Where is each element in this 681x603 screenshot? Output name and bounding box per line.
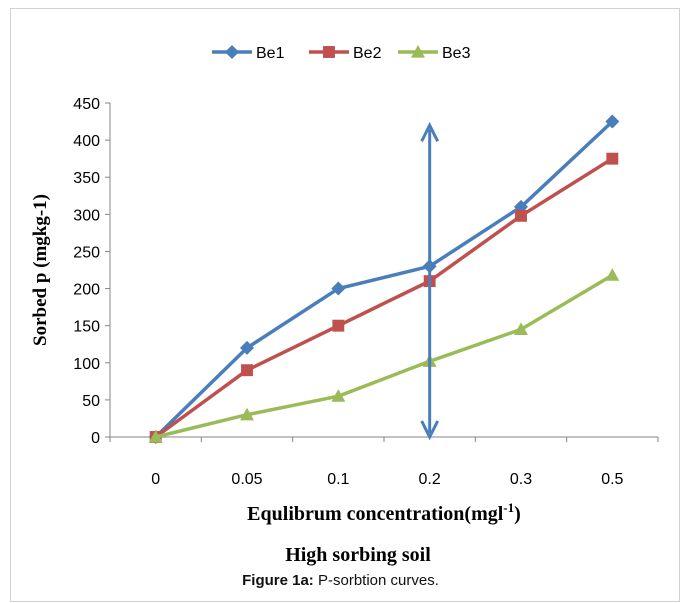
series-group	[148, 114, 620, 444]
y-tick-label: 150	[73, 319, 100, 336]
y-tick-label: 0	[91, 430, 100, 447]
triangle-marker	[331, 389, 346, 402]
annotation-arrow	[420, 121, 440, 441]
x-tick-label: 0.3	[510, 471, 532, 488]
y-axis-label: Sorbed p (mgkg-1)	[30, 194, 51, 346]
series-line	[154, 120, 614, 439]
y-tick-label: 450	[73, 96, 100, 113]
legend-label: Be2	[353, 45, 382, 62]
triangle-marker	[514, 322, 528, 335]
square-marker	[332, 319, 345, 332]
x-tick-label: 0.5	[601, 471, 623, 488]
legend-label: Be3	[442, 45, 471, 62]
x-axis-label: Equlibrum concentration(mgl-1)	[247, 500, 521, 525]
square-marker	[323, 46, 335, 58]
legend: Be1 Be2 Be3	[212, 45, 471, 62]
square-marker	[606, 152, 619, 165]
y-tick-label: 350	[73, 170, 100, 187]
x-tick-label: 0.05	[231, 471, 262, 488]
x-axis-label-main: Equlibrum concentration(mgl	[247, 503, 504, 525]
diamond-marker	[225, 45, 239, 59]
x-axis-label-tail: )	[514, 503, 521, 525]
series-line	[154, 157, 614, 439]
x-tick-label: 0.1	[327, 471, 349, 488]
y-tick-label: 250	[73, 244, 100, 261]
diamond-marker	[331, 281, 346, 296]
chart-subtitle: High sorbing soil	[285, 544, 431, 566]
legend-label: Be1	[256, 45, 285, 62]
arrow-head-bottom	[420, 420, 440, 441]
caption-text: P-sorbtion curves.	[313, 572, 439, 589]
x-axis-label-sup: -1	[503, 500, 514, 515]
series-line	[155, 273, 614, 439]
legend-item-be2: Be2	[309, 45, 382, 62]
series-be2	[149, 152, 619, 443]
x-tick-label: 0.2	[419, 471, 441, 488]
y-tick-label: 200	[73, 282, 100, 299]
triangle-marker	[148, 430, 163, 443]
y-tick-label: 400	[73, 133, 100, 150]
series-be3	[148, 268, 620, 443]
legend-item-be3: Be3	[398, 45, 471, 62]
figure-frame	[10, 8, 680, 602]
y-axis-ticks: 0 50 100 150 200 250 300 350 400 450	[73, 96, 110, 447]
diamond-marker	[240, 340, 254, 355]
series-be1	[148, 114, 620, 444]
square-marker	[241, 364, 253, 377]
y-tick-label: 50	[82, 393, 100, 410]
x-tick-label: 0	[151, 471, 160, 488]
square-marker	[515, 209, 527, 222]
legend-item-be1: Be1	[212, 45, 285, 62]
diamond-marker	[605, 114, 620, 129]
triangle-marker	[605, 268, 620, 281]
triangle-marker	[240, 407, 254, 421]
x-axis-ticks: 0 0.05 0.1 0.2 0.3 0.5	[109, 437, 659, 488]
y-tick-label: 100	[73, 356, 100, 373]
figure-caption: Figure 1a: P-sorbtion curves.	[0, 572, 681, 589]
y-tick-label: 300	[73, 207, 100, 224]
arrow-head-top	[420, 121, 440, 142]
triangle-marker	[411, 45, 425, 58]
caption-label: Figure 1a:	[242, 572, 314, 589]
